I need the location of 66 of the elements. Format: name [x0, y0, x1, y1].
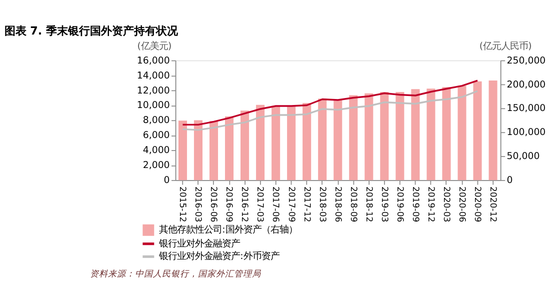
- bar: [349, 95, 358, 180]
- y-tick-label: 8,000: [142, 115, 170, 126]
- y-tick-label: 16,000: [136, 55, 170, 66]
- bar: [225, 116, 234, 180]
- bar: [302, 102, 312, 180]
- bar: [209, 121, 218, 180]
- y2-tick-label: 200,000: [506, 79, 546, 90]
- x-tick-label: 2017-03: [254, 186, 265, 222]
- chart-title: 图表 7. 季末银行国外资产持有状况: [4, 24, 179, 38]
- x-tick-label: 2018-12: [363, 186, 374, 222]
- legend-label: 银行业对外金融资产:外币资产: [158, 251, 280, 262]
- x-tick-label: 2018-06: [332, 186, 342, 222]
- bar: [240, 110, 250, 180]
- bar: [396, 92, 404, 180]
- bar: [473, 81, 482, 180]
- x-tick-label: 2015-12: [177, 186, 188, 222]
- bar: [426, 88, 436, 180]
- line-series: [182, 90, 478, 131]
- y2-tick-label: 50,000: [506, 151, 540, 162]
- x-tick-label: 2018-09: [348, 186, 358, 222]
- x-tick-label: 2017-12: [301, 186, 312, 222]
- bar: [287, 106, 296, 180]
- bar: [272, 106, 280, 180]
- bar: [178, 120, 187, 180]
- x-tick-label: 2019-09: [410, 186, 420, 222]
- bar: [334, 100, 342, 180]
- x-tick-label: 2020-12: [487, 186, 498, 222]
- x-tick-label: 2018-03: [316, 186, 327, 222]
- bar: [364, 93, 374, 180]
- x-tick-label: 2016-06: [208, 186, 218, 222]
- line-series: [182, 80, 478, 126]
- legend-label: 其他存款性公司:国外资产（右轴）: [159, 224, 298, 236]
- y-tick-label: 4,000: [142, 145, 170, 156]
- bar: [194, 120, 202, 180]
- y-axis-title: (亿美元): [137, 40, 172, 52]
- y2-tick-label: 250,000: [506, 55, 546, 66]
- y-tick-label: 6,000: [142, 130, 170, 142]
- legend-label: 银行业对外金融资产: [158, 238, 240, 250]
- bar: [411, 89, 420, 180]
- y-tick-label: 2,000: [142, 160, 170, 172]
- x-tick-label: 2020-09: [472, 186, 482, 222]
- x-tick-label: 2016-03: [192, 186, 203, 222]
- y-tick-label: 10,000: [136, 100, 170, 112]
- bar: [442, 87, 451, 180]
- x-tick-label: 2016-12: [239, 186, 250, 222]
- bar: [256, 104, 265, 180]
- bar: [318, 98, 327, 180]
- y-tick-label: 12,000: [136, 85, 170, 96]
- bar: [380, 92, 389, 180]
- bar: [458, 86, 466, 180]
- y-tick-label: 0: [164, 175, 170, 186]
- x-tick-label: 2017-06: [270, 186, 280, 222]
- y2-axis-title: (亿元人民币): [479, 40, 532, 52]
- x-tick-label: 2020-06: [456, 186, 466, 222]
- text: 资料来源：中国人民银行，国家外汇管理局: [90, 268, 261, 280]
- x-tick-label: 2019-12: [425, 186, 436, 222]
- y2-tick-label: 0: [506, 175, 513, 186]
- bar: [488, 80, 498, 180]
- y-tick-label: 14,000: [136, 70, 170, 82]
- x-tick-label: 2020-03: [440, 186, 451, 222]
- x-tick-label: 2017-09: [286, 186, 296, 222]
- y2-tick-label: 100,000: [506, 127, 546, 138]
- x-tick-label: 2019-03: [378, 186, 389, 222]
- x-tick-label: 2019-06: [394, 186, 404, 222]
- y2-tick-label: 150,000: [506, 103, 546, 114]
- x-tick-label: 2016-09: [224, 186, 234, 222]
